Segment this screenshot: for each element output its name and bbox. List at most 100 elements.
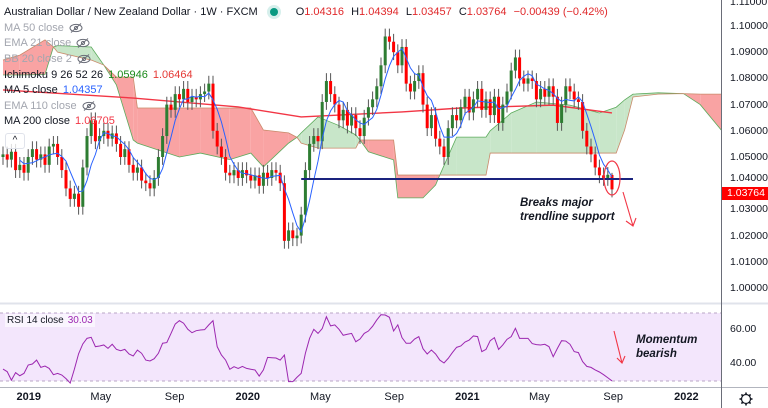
candle [261, 164, 265, 194]
candle [173, 86, 177, 118]
indicator-legend-item[interactable]: MA 5 close 1.04357 [4, 82, 608, 98]
candle [492, 88, 496, 123]
indicator-legend-item[interactable]: BB 20 close 2 [4, 51, 608, 67]
candle-body [287, 230, 291, 241]
candle-body [30, 149, 34, 157]
candle [576, 91, 580, 110]
candle [387, 28, 391, 50]
candle-body [169, 104, 173, 110]
eye-hidden-icon[interactable] [82, 100, 96, 111]
cloud-segment-bearish [423, 175, 436, 198]
candle-body [240, 170, 244, 178]
ichimoku-cloud [2, 39, 721, 199]
candle-body [266, 172, 270, 178]
candle [450, 107, 454, 137]
candle [442, 138, 446, 165]
rsi-axis-label-40: 40.00 [730, 357, 757, 369]
candle [505, 83, 509, 113]
candle-body [610, 174, 614, 190]
candle [266, 164, 270, 186]
candle-body [518, 57, 522, 79]
annotation-arrow-down[interactable] [622, 191, 637, 227]
candle [1, 146, 5, 165]
candle [81, 159, 85, 215]
candle-body [379, 65, 383, 87]
candle-body [114, 133, 118, 144]
price-axis-label: 1.05000 [730, 151, 768, 163]
price-axis-label: 1.09000 [730, 46, 768, 59]
time-axis-label: 2019 [16, 391, 42, 403]
cloud-segment-bearish [45, 39, 54, 75]
candle-body [337, 104, 341, 121]
candle [547, 78, 551, 105]
collapse-legend-button[interactable]: ^ [5, 133, 25, 149]
candle [43, 146, 47, 173]
indicator-legend-item[interactable]: MA 200 close 1.06705 [4, 114, 608, 130]
rsi-line [2, 314, 613, 385]
rsi-legend[interactable]: RSI 14 close 30.03 [5, 314, 95, 327]
candle-body [219, 146, 223, 157]
candle [467, 88, 471, 121]
candle [438, 130, 442, 155]
candle [253, 167, 257, 189]
cloud-segment-bullish [570, 105, 600, 154]
candle [413, 73, 417, 100]
indicator-legend-item[interactable]: Ichimoku 9 26 52 26 1.05946 1.06464 [4, 67, 608, 83]
candle-body [505, 91, 509, 105]
indicator-legend-item[interactable]: EMA 110 close [4, 98, 608, 114]
candle-body [106, 130, 110, 139]
indicator-legend-item[interactable]: EMA 21 close [4, 36, 608, 52]
candle [186, 81, 190, 110]
candle-body [581, 101, 585, 131]
rsi-axis-label-60: 60.00 [730, 323, 757, 335]
candle [593, 146, 597, 176]
candle-body [522, 78, 526, 84]
candle-body [392, 41, 396, 53]
candle [236, 162, 240, 186]
settings-gear-icon[interactable] [738, 391, 754, 407]
candle [47, 138, 51, 173]
candle-body [194, 96, 198, 100]
candle-body [333, 94, 337, 105]
candle [362, 109, 366, 144]
candle-body [362, 117, 366, 137]
price-pane[interactable] [1, 28, 722, 249]
candle-body [131, 164, 135, 173]
cloud-segment-bearish [393, 139, 398, 198]
candle [30, 141, 34, 165]
cloud-segment-bullish [355, 134, 360, 149]
eye-hidden-icon[interactable] [69, 22, 83, 33]
annotation-circle[interactable] [603, 160, 621, 196]
candle [455, 107, 459, 129]
open-value: 1.04316 [304, 6, 345, 18]
candle-body [177, 94, 181, 100]
price-axis-label: 1.00000 [730, 282, 768, 294]
candle [555, 88, 559, 131]
candle [308, 136, 312, 178]
candle-body [513, 57, 517, 71]
candle-body [589, 146, 593, 155]
candle [396, 44, 400, 74]
candle-body [471, 99, 475, 113]
candle-body [492, 96, 496, 116]
candle [324, 73, 328, 110]
candle [375, 78, 379, 108]
symbol-title[interactable]: Australian Dollar / New Zealand Dollar ·… [4, 6, 258, 18]
eye-hidden-icon[interactable] [77, 54, 91, 64]
cloud-segment-bullish [616, 99, 625, 154]
indicator-legend-item[interactable]: MA 50 close [4, 20, 608, 36]
ma5-line [19, 47, 613, 234]
rsi-pane[interactable] [0, 312, 721, 385]
candle [471, 91, 475, 121]
open-label: O [295, 6, 305, 18]
eye-hidden-icon[interactable] [76, 38, 90, 49]
candle-body [455, 115, 459, 121]
candle-body [316, 136, 320, 142]
cloud-segment-bullish [599, 107, 617, 154]
candle-body [375, 86, 379, 100]
candle [232, 162, 236, 184]
candle-body [232, 170, 236, 176]
candle [144, 172, 148, 192]
candle-body [568, 86, 572, 92]
